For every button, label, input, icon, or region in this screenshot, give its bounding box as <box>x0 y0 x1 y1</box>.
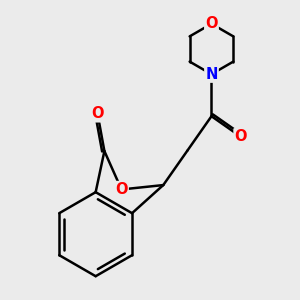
Text: O: O <box>91 106 104 122</box>
Text: O: O <box>205 16 218 31</box>
Text: N: N <box>205 67 218 82</box>
Text: O: O <box>235 129 247 144</box>
Text: O: O <box>115 182 128 197</box>
